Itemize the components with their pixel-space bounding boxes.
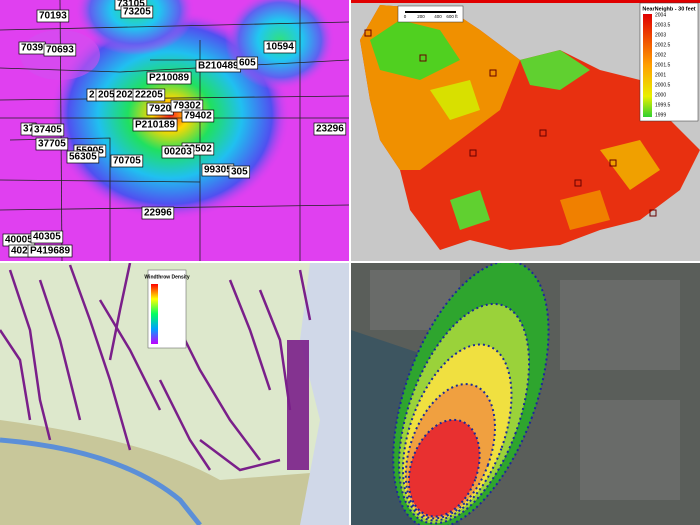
point-label: 70693 (46, 45, 74, 56)
label-box (31, 123, 65, 137)
legend-label: 2002.5 (655, 42, 671, 48)
label-box (30, 230, 64, 244)
label-box (66, 150, 100, 164)
point-label: B210489 (198, 61, 239, 72)
point-label: 79402 (184, 111, 212, 122)
scale-label: 200 (417, 14, 425, 19)
point-label: 02502 (184, 144, 212, 155)
point-label: 79302 (173, 101, 201, 112)
point-label: 22996 (144, 208, 172, 219)
point-label: 70705 (113, 156, 141, 167)
point-label: 2020 (116, 90, 139, 101)
label-box (120, 5, 154, 19)
legend-title: Windthrow Density (144, 274, 189, 280)
legend-label: 2003 (655, 32, 666, 38)
label-box (313, 122, 347, 136)
label-box (43, 43, 77, 57)
windthrow-panel (0, 263, 349, 525)
point-label: 37 (23, 124, 35, 135)
label-box (132, 88, 166, 102)
legend-label: 2001.5 (655, 62, 671, 68)
point-label: 402 (11, 246, 28, 257)
label-box (236, 56, 259, 70)
label-box (141, 206, 175, 220)
year-map-panel (351, 0, 700, 261)
point-label: 00203 (164, 147, 192, 158)
label-box (263, 40, 297, 54)
point-label: 10594 (266, 42, 294, 53)
point-label: 99305 (204, 165, 232, 176)
point-label: 56305 (69, 152, 97, 163)
label-box (110, 154, 144, 168)
scale-label: 600 ft (446, 14, 458, 19)
legend-label: 1999.5 (655, 102, 671, 108)
plume-panel (351, 263, 700, 525)
point-label: 37705 (38, 139, 66, 150)
point-label: 23296 (316, 124, 344, 135)
legend-label: 2003.5 (655, 22, 671, 28)
point-label: 37405 (34, 125, 62, 136)
legend-label: 2004 (655, 12, 666, 18)
label-box (161, 145, 195, 159)
scale-label: 0 (404, 14, 407, 19)
legend-label: 2002 (655, 52, 666, 58)
legend-title: NearNeighb - 30 feet (642, 6, 695, 12)
point-label: P210089 (149, 73, 189, 84)
point-label: 605 (239, 58, 256, 69)
label-box (35, 137, 69, 151)
legend-label: 1999 (655, 112, 666, 118)
point-label: 73205 (123, 7, 151, 18)
point-label: 2 (89, 90, 95, 101)
legend-label: 2000 (655, 92, 666, 98)
point-label: 40305 (33, 232, 61, 243)
label-box (36, 9, 70, 23)
point-label: 205 (98, 90, 115, 101)
point-label: 22205 (135, 90, 163, 101)
point-label: 7920 (149, 104, 172, 115)
point-label: P419689 (30, 246, 70, 257)
point-label: 305 (231, 167, 248, 178)
point-label: 70193 (39, 11, 67, 22)
point-label: 40005 (5, 235, 33, 246)
label-box (146, 71, 192, 85)
legend-label: 2001 (655, 72, 666, 78)
point-label: 7039 (21, 43, 44, 54)
legend-label: 2000.5 (655, 82, 671, 88)
point-label: P210189 (135, 120, 175, 131)
label-box (228, 165, 251, 179)
label-box (132, 118, 178, 132)
point-label: 73105 (117, 0, 145, 10)
scale-label: 400 (434, 14, 442, 19)
label-box (181, 109, 215, 123)
label-box (27, 244, 73, 258)
